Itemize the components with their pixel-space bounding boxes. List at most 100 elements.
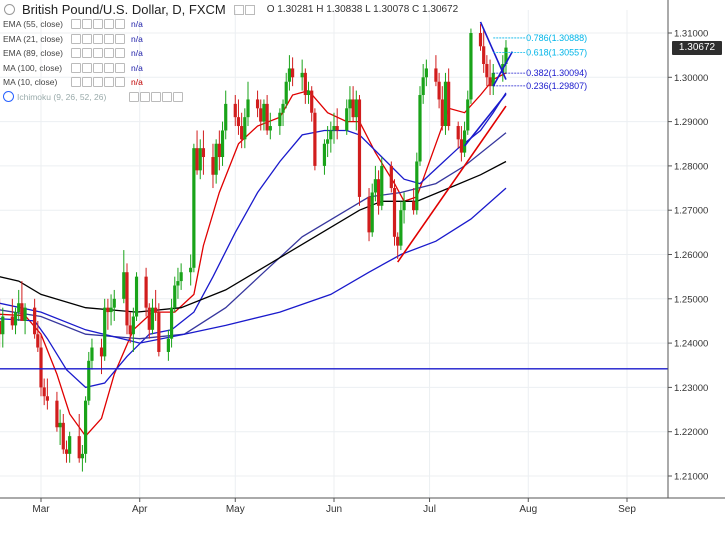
candle: [201, 130, 206, 175]
candle-body: [157, 312, 161, 352]
close-icon[interactable]: [115, 62, 125, 73]
ma-line: [0, 72, 507, 438]
add-icon[interactable]: [104, 33, 114, 44]
y-tick-label: 1.29000: [674, 117, 708, 128]
candle: [415, 152, 419, 215]
close-icon[interactable]: [115, 33, 125, 44]
candle: [396, 232, 400, 259]
add-icon[interactable]: [104, 48, 114, 58]
candle: [246, 81, 250, 127]
indicator-tools[interactable]: [71, 19, 125, 29]
candle: [310, 86, 314, 122]
indicator-name: Ichimoku (9, 26, 52, 26): [17, 91, 107, 102]
indicator-tools[interactable]: [71, 77, 125, 87]
close-icon[interactable]: [173, 91, 183, 102]
symbol-tools[interactable]: [233, 4, 255, 15]
eye-icon[interactable]: [82, 48, 92, 58]
candle-body: [370, 192, 374, 233]
settings-icon[interactable]: [93, 33, 103, 44]
candle-body: [466, 99, 470, 131]
close-icon[interactable]: [115, 77, 125, 87]
candle: [109, 294, 113, 326]
chevron-down-icon[interactable]: [71, 48, 81, 58]
indicator-row[interactable]: MA (100, close) n/a: [3, 61, 143, 75]
y-tick-label: 1.25000: [674, 294, 708, 305]
candle-body: [103, 307, 107, 357]
x-tick-label: Aug: [519, 504, 537, 515]
indicator-row[interactable]: Ichimoku (9, 26, 52, 26): [3, 90, 189, 104]
eye-icon[interactable]: [82, 77, 92, 87]
add-icon[interactable]: [104, 62, 114, 73]
add-icon[interactable]: [104, 77, 114, 87]
candle: [173, 276, 177, 313]
close-icon[interactable]: [244, 4, 255, 15]
chevron-down-icon[interactable]: [71, 77, 81, 87]
candle-body: [488, 77, 492, 87]
eye-icon[interactable]: [82, 62, 92, 73]
candle-body: [224, 103, 228, 131]
settings-icon[interactable]: [93, 62, 103, 73]
candle-body: [42, 387, 46, 397]
candle: [348, 86, 352, 122]
candle-body: [437, 81, 441, 100]
close-icon[interactable]: [115, 19, 125, 29]
candle: [106, 298, 110, 330]
indicator-tools[interactable]: [71, 48, 125, 58]
indicator-row[interactable]: EMA (21, close) n/a: [3, 32, 143, 46]
eye-icon[interactable]: [82, 19, 92, 29]
eye-icon[interactable]: [140, 91, 150, 102]
indicator-row[interactable]: MA (10, close) n/a: [3, 75, 143, 89]
chevron-down-icon[interactable]: [129, 91, 139, 102]
candle: [61, 413, 65, 454]
eye-icon[interactable]: [4, 4, 15, 15]
close-icon[interactable]: [115, 48, 125, 58]
candle: [278, 108, 282, 135]
add-icon[interactable]: [104, 19, 114, 29]
indicator-tools[interactable]: [129, 91, 183, 102]
settings-icon[interactable]: [151, 91, 161, 102]
candle: [367, 188, 371, 242]
candle-body: [112, 298, 116, 308]
candle-body: [485, 64, 489, 78]
candle-body: [134, 276, 139, 317]
indicator-row[interactable]: EMA (55, close) n/a: [3, 17, 143, 31]
settings-icon[interactable]: [93, 77, 103, 87]
fib-label: 0.786(1.30888): [526, 33, 587, 43]
candle: [332, 112, 336, 144]
symbol-title[interactable]: British Pound/U.S. Dollar, D, FXCM: [22, 2, 226, 17]
indicator-row[interactable]: EMA (89, close) n/a: [3, 46, 143, 60]
indicator-tools[interactable]: [71, 62, 125, 73]
settings-icon[interactable]: [233, 4, 244, 15]
candle-body: [303, 72, 307, 96]
eye-icon[interactable]: [3, 91, 14, 102]
candle-body: [10, 316, 14, 326]
chevron-down-icon[interactable]: [71, 33, 81, 44]
candle-body: [1, 316, 5, 335]
candle-body: [99, 347, 104, 357]
candle-body: [150, 307, 155, 330]
indicator-name: MA (10, close): [3, 77, 58, 87]
candle: [434, 55, 438, 87]
candle-body: [478, 33, 483, 47]
candle-body: [64, 449, 69, 454]
chevron-down-icon[interactable]: [71, 62, 81, 73]
candle-body: [389, 165, 393, 189]
candle: [39, 334, 43, 397]
candle-body: [281, 103, 285, 113]
candle-body: [58, 422, 62, 428]
candle: [189, 254, 193, 286]
candle-body: [482, 46, 486, 65]
candle-body: [306, 90, 311, 96]
eye-icon[interactable]: [82, 33, 92, 44]
add-icon[interactable]: [162, 91, 172, 102]
candle: [485, 55, 489, 87]
candle-body: [412, 201, 416, 211]
chevron-down-icon[interactable]: [71, 19, 81, 29]
settings-icon[interactable]: [93, 48, 103, 58]
indicator-tools[interactable]: [71, 33, 125, 44]
candle-body: [147, 307, 151, 330]
settings-icon[interactable]: [93, 19, 103, 29]
candle-body: [259, 108, 263, 122]
candle: [214, 139, 218, 184]
